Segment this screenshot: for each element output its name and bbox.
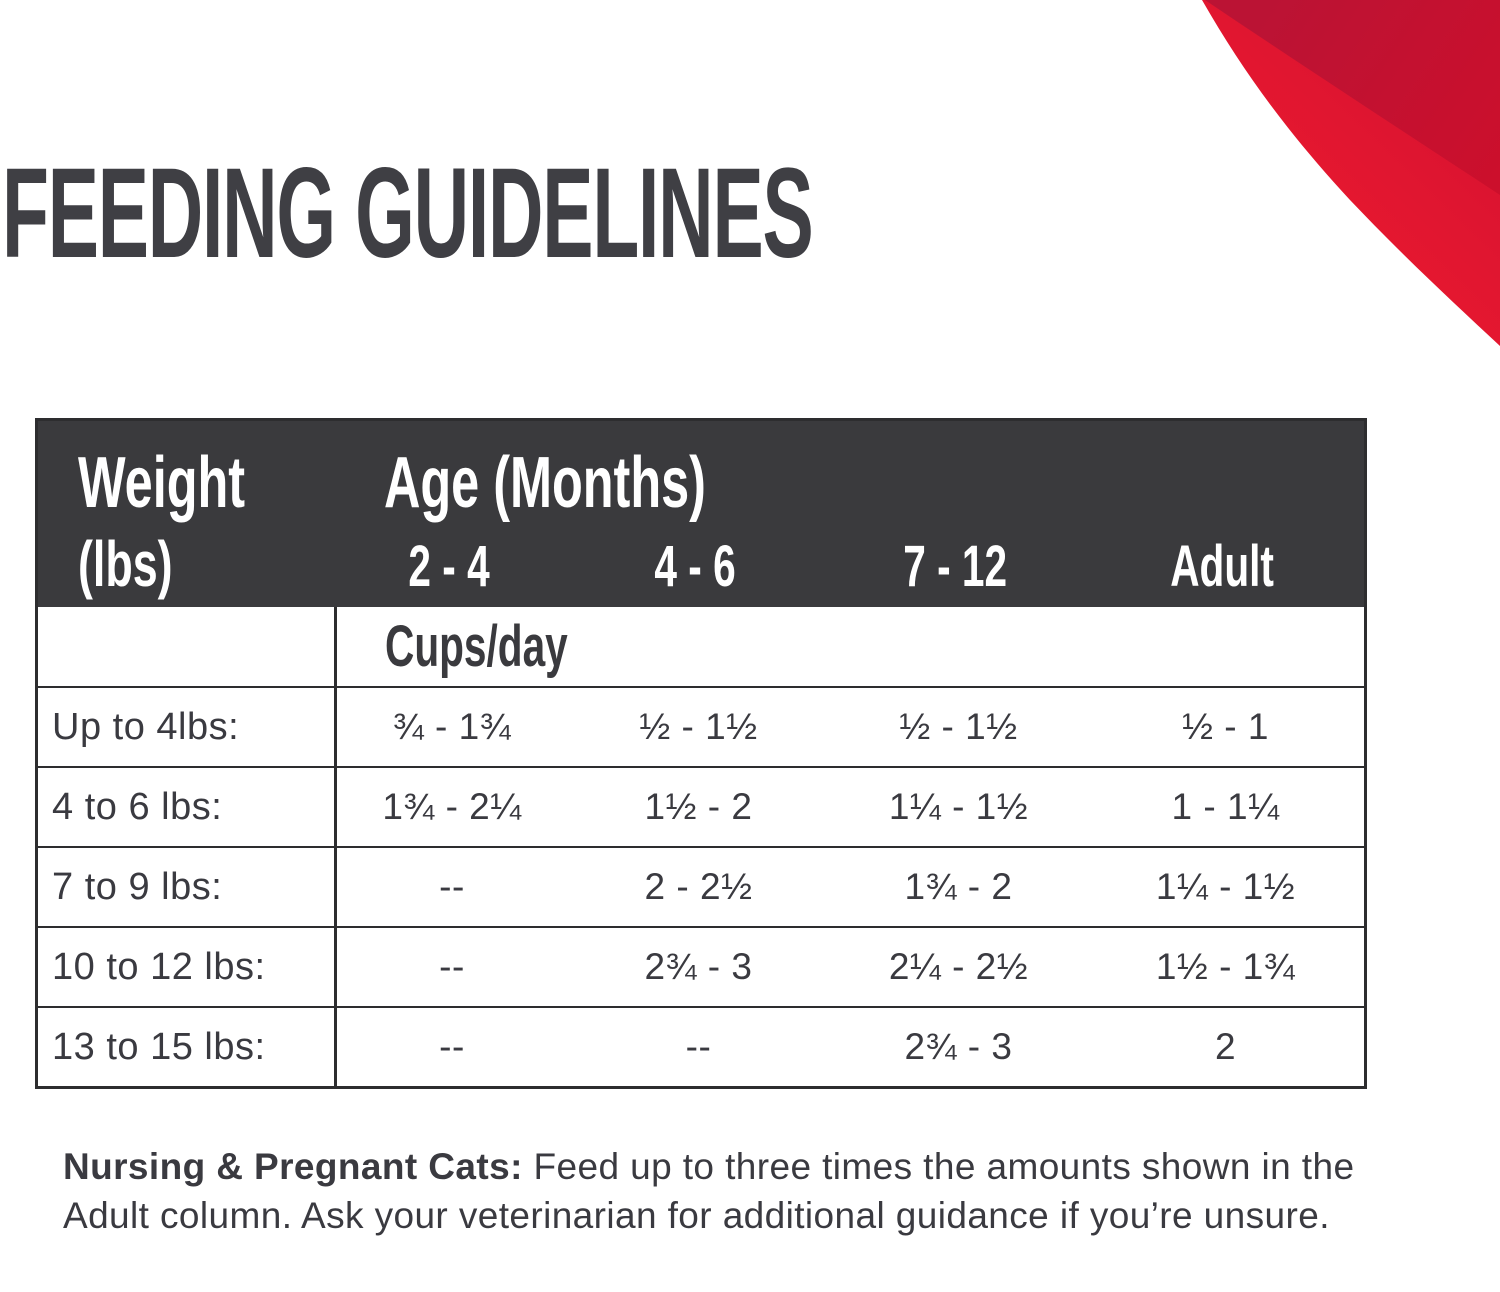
- table-row: 13 to 15 lbs: -- -- 2¾ - 3 2: [38, 1006, 1364, 1086]
- value-cell: 1¼ - 1½: [1155, 866, 1296, 907]
- value-cell: 1½ - 2: [644, 786, 753, 827]
- value-cell: 1¾ - 2¼: [382, 786, 522, 827]
- age-months-label: Age (Months): [384, 443, 706, 523]
- weight-cell: 7 to 9 lbs:: [52, 865, 223, 908]
- value-cell: 1¾ - 2: [904, 866, 1013, 907]
- value-cell: --: [439, 866, 465, 907]
- table-header: Weight (lbs) Age (Months) 2 - 4 4 - 6 7 …: [38, 421, 1364, 607]
- age-column-group-header: Age (Months) 2 - 4 4 - 6 7 - 12 Adult: [334, 421, 1364, 607]
- value-cells: ¾ - 1¾ ½ - 1½ ½ - 1½ ½ - 1: [334, 688, 1364, 766]
- table-row: 10 to 12 lbs: -- 2¾ - 3 2¼ - 2½ 1½ - 1¾: [38, 926, 1364, 1006]
- weight-column-header: Weight (lbs): [38, 421, 334, 607]
- value-cell: ½ - 1½: [639, 706, 758, 747]
- value-cell: 2¼ - 2½: [888, 946, 1029, 987]
- age-column-4-6: 4 - 6: [654, 534, 737, 599]
- weight-cell: 4 to 6 lbs:: [52, 785, 223, 828]
- cups-per-day-label: Cups/day: [385, 614, 568, 679]
- value-cell: 1¼ - 1½: [888, 786, 1029, 827]
- page-title: FEEDING GUIDELINES: [2, 142, 814, 285]
- swoosh-bright-shape: [1202, 0, 1500, 346]
- cups-per-day-cell: Cups/day: [334, 607, 1364, 686]
- table-row: Up to 4lbs: ¾ - 1¾ ½ - 1½ ½ - 1½ ½ - 1: [38, 686, 1364, 766]
- value-cell: ½ - 1½: [899, 706, 1018, 747]
- table-row: 7 to 9 lbs: -- 2 - 2½ 1¾ - 2 1¼ - 1½: [38, 846, 1364, 926]
- value-cells: 1¾ - 2¼ 1½ - 2 1¼ - 1½ 1 - 1¼: [334, 768, 1364, 846]
- empty-weight-cell: [38, 607, 334, 686]
- age-column-2-4: 2 - 4: [408, 534, 490, 599]
- feeding-guidelines-table: Weight (lbs) Age (Months) 2 - 4 4 - 6 7 …: [35, 418, 1367, 1089]
- value-cell: 2: [1214, 1026, 1237, 1067]
- value-cell: ½ - 1: [1182, 706, 1269, 747]
- weight-cell: 10 to 12 lbs:: [52, 945, 266, 988]
- nursing-pregnant-note: Nursing & Pregnant Cats: Feed up to thre…: [63, 1142, 1363, 1240]
- value-cells: -- 2 - 2½ 1¾ - 2 1¼ - 1½: [334, 848, 1364, 926]
- value-cells: -- 2¾ - 3 2¼ - 2½ 1½ - 1¾: [334, 928, 1364, 1006]
- value-cell: --: [439, 1026, 465, 1067]
- value-cell: --: [685, 1026, 712, 1067]
- age-column-7-12: 7 - 12: [903, 534, 1008, 599]
- value-cell: 2 - 2½: [644, 866, 753, 907]
- weight-unit-label: (lbs): [78, 528, 173, 600]
- value-cell: --: [439, 946, 465, 987]
- swoosh-dark-shape: [1205, 0, 1500, 195]
- value-cell: 1½ - 1¾: [1155, 946, 1296, 987]
- value-cell: 1 - 1¼: [1171, 786, 1280, 827]
- age-column-adult: Adult: [1170, 534, 1275, 599]
- value-cell: 2¾ - 3: [904, 1026, 1013, 1067]
- weight-cell: 13 to 15 lbs:: [52, 1025, 266, 1068]
- value-cells: -- -- 2¾ - 3 2: [334, 1008, 1364, 1086]
- note-body-text: Feed up to three times the amounts shown…: [63, 1146, 1355, 1236]
- cups-per-day-row: Cups/day: [38, 607, 1364, 686]
- note-lead-text: Nursing & Pregnant Cats:: [63, 1146, 523, 1187]
- weight-cell: Up to 4lbs:: [52, 705, 240, 748]
- value-cell: 2¾ - 3: [644, 946, 753, 987]
- weight-label: Weight: [78, 443, 246, 523]
- age-subcolumns: 2 - 4 4 - 6 7 - 12 Adult: [334, 535, 1364, 599]
- value-cell: ¾ - 1¾: [392, 706, 512, 747]
- table-row: 4 to 6 lbs: 1¾ - 2¼ 1½ - 2 1¼ - 1½ 1 - 1…: [38, 766, 1364, 846]
